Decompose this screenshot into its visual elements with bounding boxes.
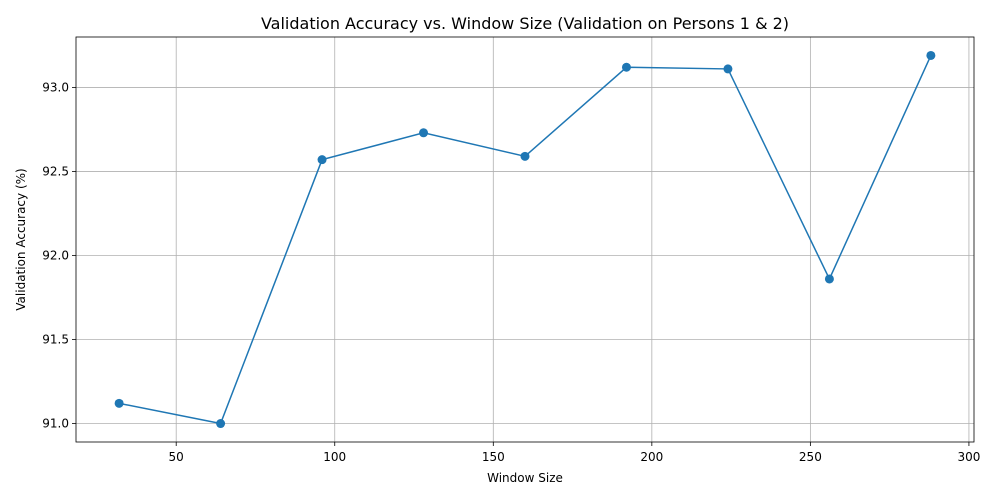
- data-point: [824, 274, 834, 284]
- y-tick-label: 92.5: [42, 164, 69, 178]
- data-point: [723, 64, 733, 74]
- series-layer: [114, 50, 936, 429]
- y-axis-ticks: 91.0 91.5 92.0 92.5 93.0: [42, 80, 76, 431]
- x-axis-label: Window Size: [487, 471, 563, 485]
- x-tick-label: 250: [799, 450, 822, 464]
- x-tick-label: 50: [169, 450, 184, 464]
- data-point: [621, 62, 631, 72]
- data-point: [317, 155, 327, 165]
- data-point: [216, 419, 226, 429]
- x-tick-label: 100: [323, 450, 346, 464]
- data-point: [520, 151, 530, 161]
- data-point: [419, 128, 429, 138]
- data-point: [114, 398, 124, 408]
- data-point: [926, 50, 936, 60]
- y-tick-label: 91.0: [42, 417, 69, 431]
- x-axis-ticks: 50 100 150 200 250 300: [169, 442, 980, 464]
- y-tick-label: 91.5: [42, 332, 69, 346]
- y-tick-label: 92.0: [42, 248, 69, 262]
- x-tick-label: 300: [957, 450, 980, 464]
- plot-frame: [75, 36, 975, 443]
- y-axis-label: Validation Accuracy (%): [14, 168, 28, 310]
- chart-title: Validation Accuracy vs. Window Size (Val…: [261, 14, 789, 33]
- x-tick-label: 200: [640, 450, 663, 464]
- x-tick-label: 150: [482, 450, 505, 464]
- y-tick-label: 93.0: [42, 80, 69, 94]
